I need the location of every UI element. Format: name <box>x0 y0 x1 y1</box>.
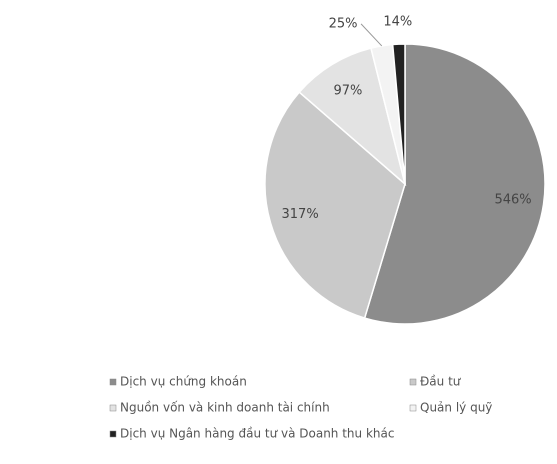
leader-line <box>360 23 383 47</box>
legend-swatch <box>109 430 117 438</box>
legend-label: Quản lý quỹ <box>420 401 492 415</box>
legend-swatch <box>409 404 417 412</box>
data-label: 97% <box>333 83 362 98</box>
legend-label: Dịch vụ Ngân hàng đầu tư và Doanh thu kh… <box>120 427 394 441</box>
data-label: 317% <box>282 207 319 222</box>
legend-swatch <box>109 404 117 412</box>
pie-slice <box>391 43 406 185</box>
pie-slice <box>264 91 406 319</box>
legend-label: Đầu tư <box>420 375 462 389</box>
legend-label: Dịch vụ chứng khoán <box>120 375 247 389</box>
legend-swatch <box>109 378 117 386</box>
pie-slice <box>363 43 546 325</box>
data-label: 14% <box>383 14 412 29</box>
pie-slice <box>298 47 407 187</box>
data-label: 25% <box>329 16 358 31</box>
legend-swatch <box>409 378 417 386</box>
legend-label: Nguồn vốn và kinh doanh tài chính <box>120 401 330 415</box>
data-label: 546% <box>494 192 531 207</box>
